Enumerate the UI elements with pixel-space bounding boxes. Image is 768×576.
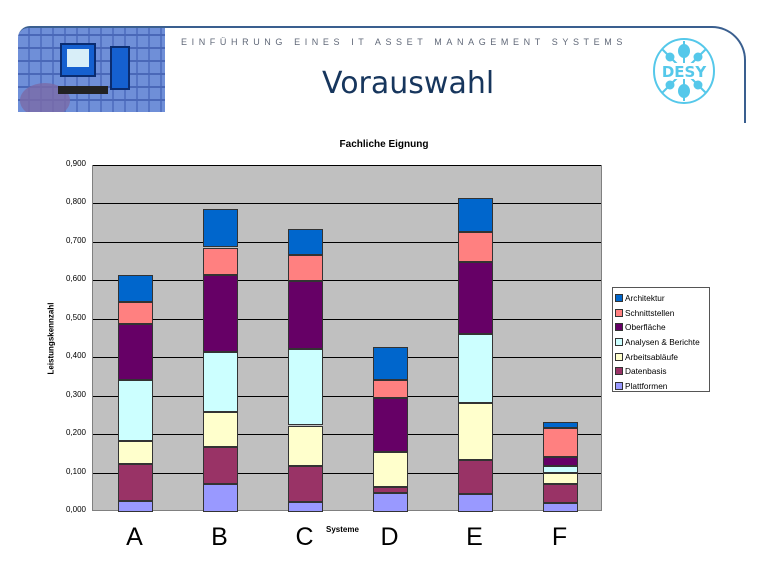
bar-segment-D-schnittstellen [373,380,408,399]
legend-label: Oberfläche [625,322,666,333]
bar-segment-A-plattformen [118,500,153,512]
bar-segment-C-schnittstellen [288,255,323,281]
y-tick-label: 0,700 [65,235,86,245]
bar-segment-A-arbeitsabläufe [118,441,153,465]
y-tick-label: 0,000 [65,505,86,514]
gridline [93,241,601,243]
bar-segment-F-arbeitsabläufe [543,473,578,484]
x-category-label: A [126,523,143,551]
bar-segment-E-arbeitsabläufe [458,403,493,461]
desy-logo: DESY [653,38,715,104]
legend-label: Schnittstellen [625,307,675,318]
bar-segment-D-architektur [373,347,408,381]
legend-swatch [615,381,623,390]
gridline [93,395,601,397]
bar-segment-A-datenbasis [118,464,153,501]
bar-segment-C-plattformen [288,502,323,512]
monitor-icon [60,43,96,77]
bar-segment-C-arbeitsabläufe [288,425,323,466]
bar-segment-F-schnittstellen [543,428,578,458]
bar-segment-E-schnittstellen [458,231,493,262]
gridline [93,318,601,320]
bar-segment-B-oberfläche [203,275,238,352]
bar-segment-E-datenbasis [458,460,493,495]
legend-swatch [615,308,623,317]
bar-segment-D-plattformen [373,493,408,512]
x-category-label: F [551,523,568,551]
legend-swatch [615,338,623,347]
desy-logo-text: DESY [662,63,708,81]
legend-item: Plattformen [615,379,707,394]
bar-segment-B-datenbasis [203,447,238,485]
legend-swatch [615,367,623,376]
legend-label: Analysen & Berichte [625,337,700,348]
plot-area [92,165,602,512]
chart-title: Fachliche Eignung [339,139,429,150]
x-category-label: C [295,523,314,551]
bar-segment-F-plattformen [543,502,578,512]
y-tick-label: 0,100 [65,466,86,476]
bar-segment-D-arbeitsabläufe [373,451,408,487]
gridline [93,280,601,282]
legend-label: Plattformen [625,380,668,391]
bar-segment-C-oberfläche [288,280,323,350]
bar-segment-B-plattformen [203,484,238,512]
y-tick-label: 0,600 [65,274,86,284]
gridline [93,203,601,205]
page-title: Vorauswahl [322,66,495,101]
legend-item: Oberfläche [615,320,707,335]
bar-segment-B-architektur [203,209,238,248]
bar-segment-E-architektur [458,197,493,232]
legend-label: Datenbasis [625,366,667,377]
legend-swatch [615,294,623,303]
y-tick-label: 0,800 [65,197,86,207]
legend-label: Architektur [625,293,665,304]
bar-segment-C-analysen-berichte [288,349,323,426]
bar-segment-C-datenbasis [288,465,323,502]
bar-segment-B-analysen-berichte [203,351,238,413]
header-subtitle: EINFÜHRUNG EINES IT ASSET MANAGEMENT SYS… [181,37,627,47]
bar-segment-F-analysen-berichte [543,465,578,474]
bar-segment-F-oberfläche [543,457,578,466]
bar-segment-A-schnittstellen [118,302,153,324]
legend-item: Arbeitsabläufe [615,349,707,364]
header-photo-computer [18,28,165,112]
x-axis-label: Systeme [326,525,359,534]
y-tick-label: 0,400 [65,351,86,361]
bar-segment-E-oberfläche [458,261,493,334]
gridline [93,165,601,166]
y-tick-label: 0,500 [65,312,86,322]
legend-item: Architektur [615,291,707,306]
legend-item: Analysen & Berichte [615,335,707,350]
x-category-label: E [466,523,483,551]
gridline [93,434,601,436]
header-frame [18,26,746,123]
bar-segment-C-architektur [288,228,323,256]
legend-swatch [615,323,623,332]
bar-segment-F-architektur [543,421,578,429]
y-tick-label: 0,200 [65,428,86,438]
bar-segment-E-analysen-berichte [458,334,493,404]
legend-swatch [615,352,623,361]
bar-segment-D-oberfläche [373,398,408,452]
bar-segment-A-analysen-berichte [118,380,153,442]
legend-item: Datenbasis [615,364,707,379]
bar-segment-D-datenbasis [373,486,408,494]
gridline [93,357,601,359]
bar-segment-B-schnittstellen [203,247,238,276]
bar-segment-B-arbeitsabläufe [203,412,238,448]
x-category-label: B [211,523,228,551]
legend: Architektur Schnittstellen Oberfläche Analy… [612,287,710,392]
bar-segment-E-plattformen [458,494,493,512]
bar-segment-F-datenbasis [543,483,578,503]
bar-segment-A-oberfläche [118,324,153,381]
legend-item: Schnittstellen [615,306,707,321]
bar-segment-A-architektur [118,275,153,303]
y-tick-label: 0,300 [65,389,86,399]
x-category-label: D [380,523,399,551]
gridline [93,472,601,474]
y-axis-label: Leistungskennzahl [46,302,56,375]
y-tick-label: 0,900 [65,159,86,168]
legend-label: Arbeitsabläufe [625,351,679,362]
